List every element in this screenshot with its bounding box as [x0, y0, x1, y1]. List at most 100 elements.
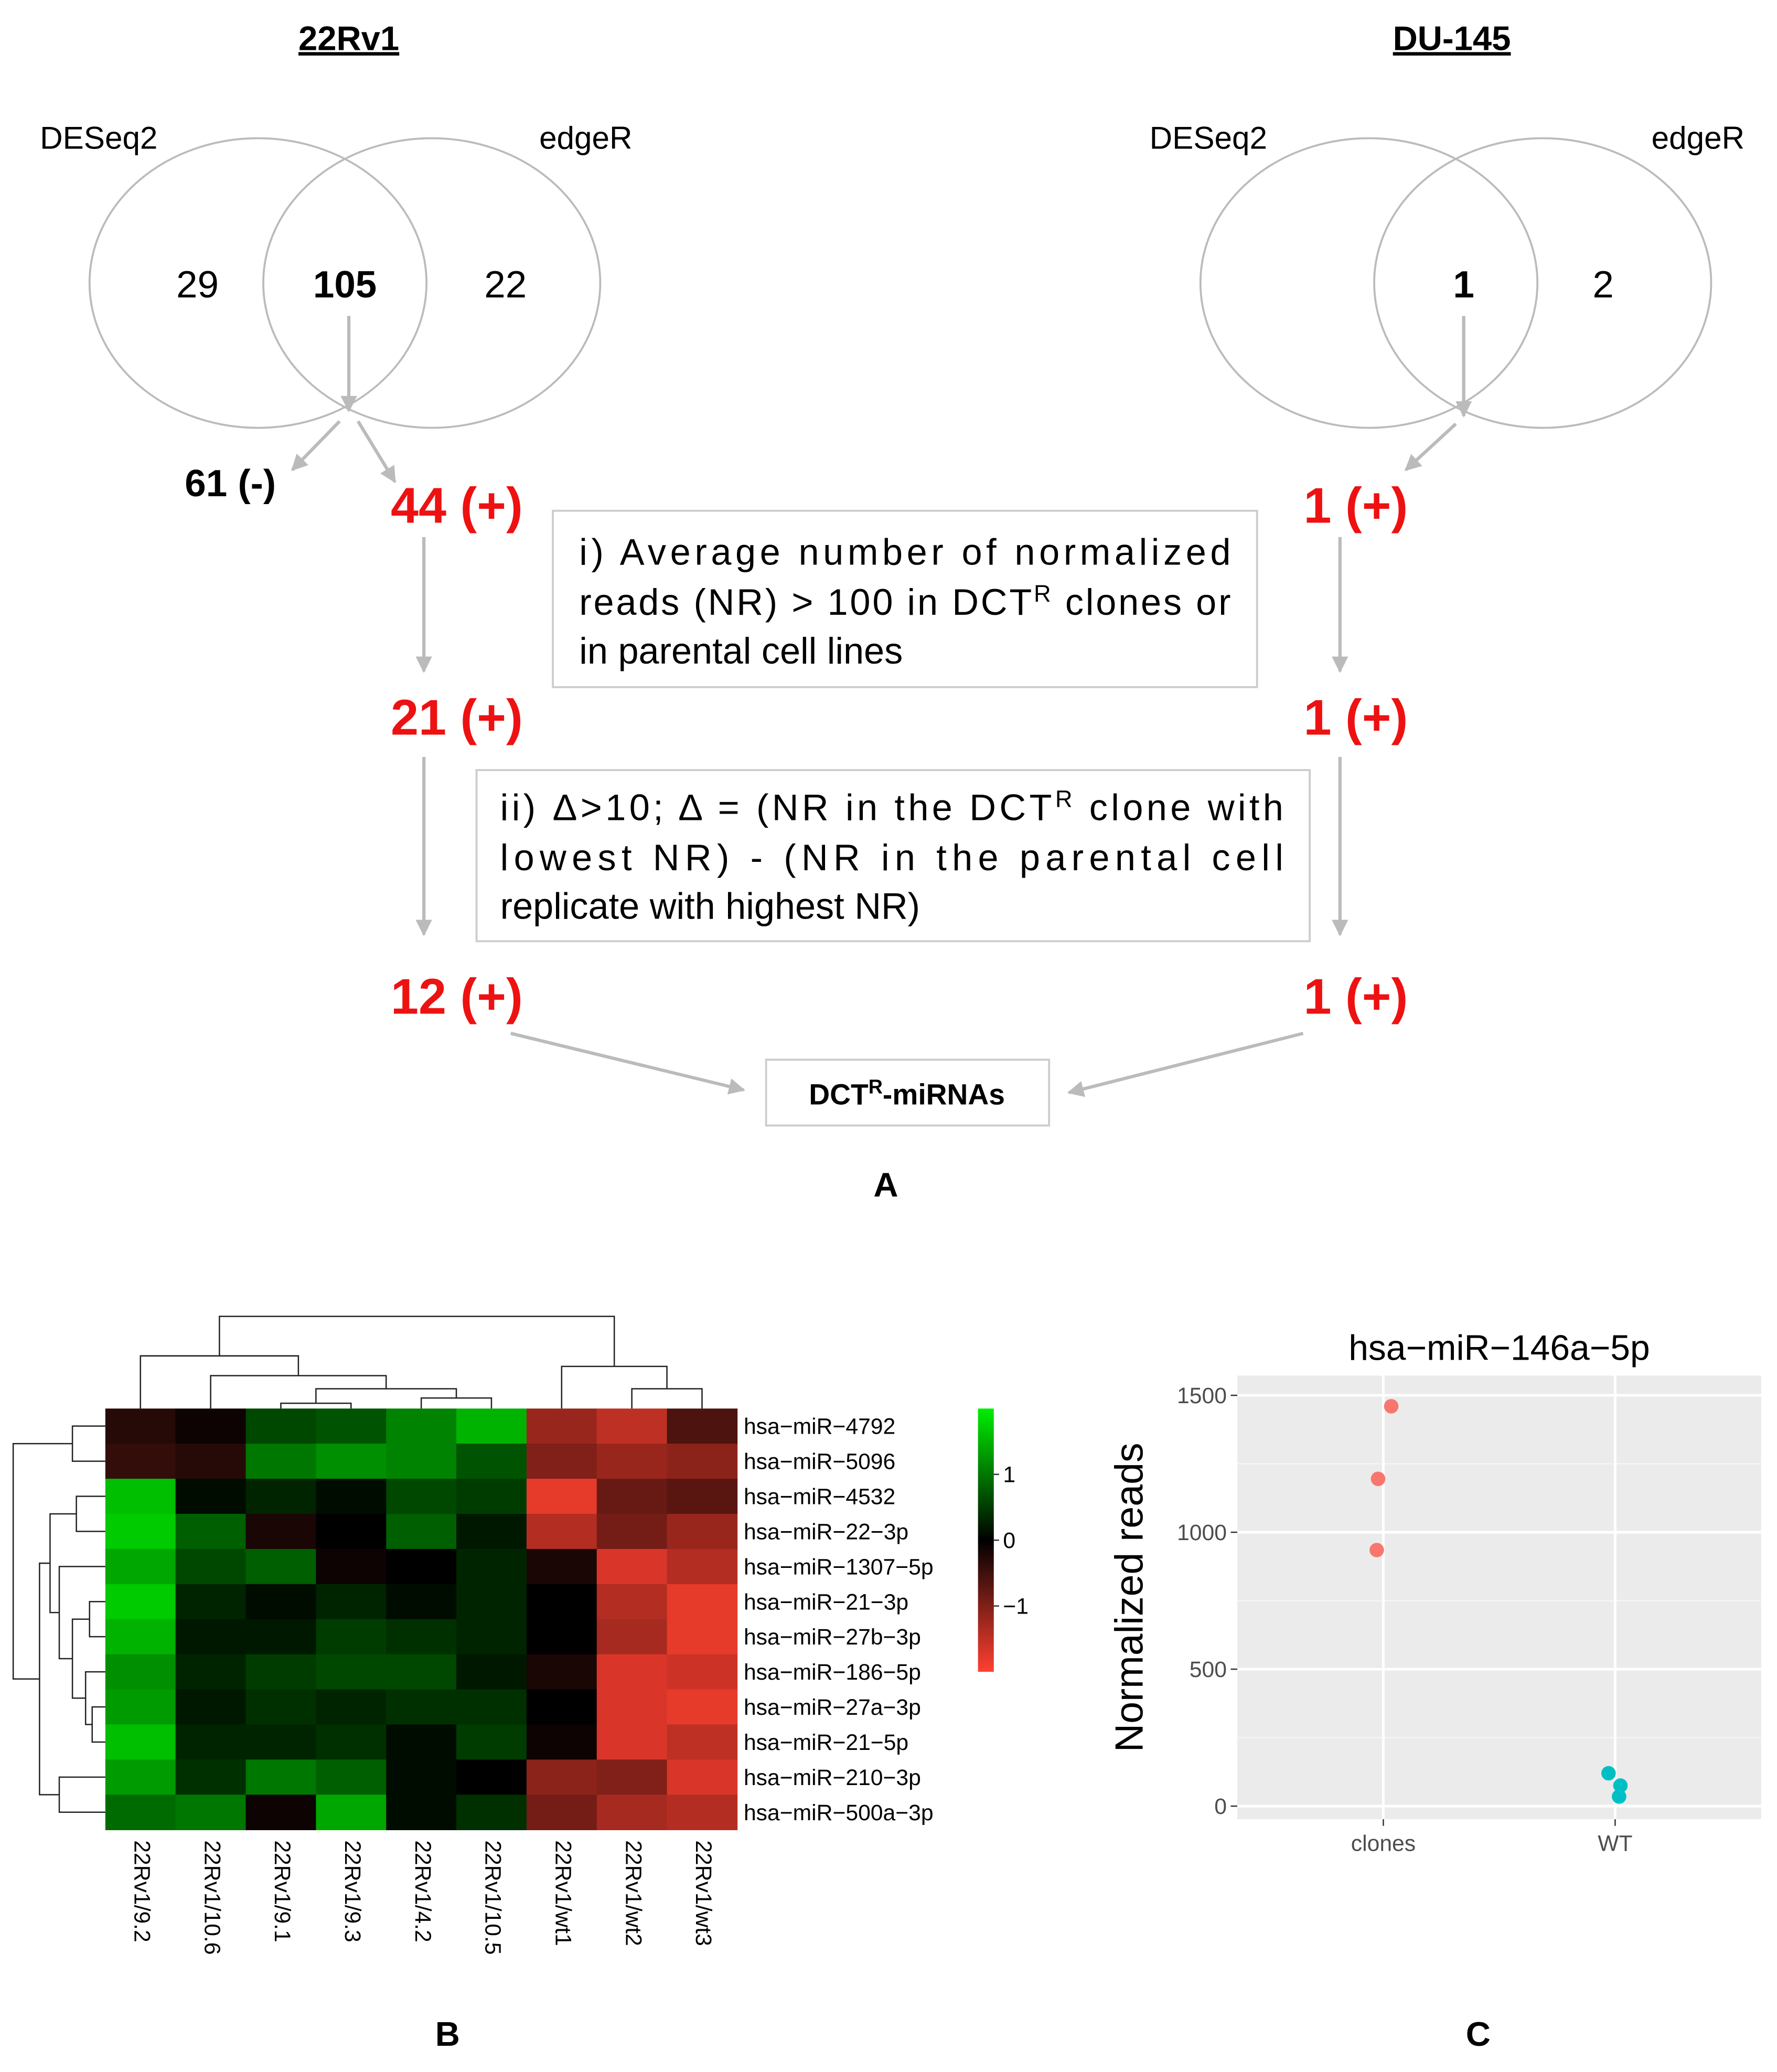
text-part: clone with [1076, 786, 1283, 828]
heatmap-cell [105, 1548, 176, 1585]
dendrogram [631, 1388, 703, 1409]
row-label: hsa−miR−27a−3p [744, 1695, 921, 1720]
heatmap-cell [316, 1759, 387, 1796]
heatmap-cell [526, 1444, 597, 1479]
heatmap-cell [456, 1795, 527, 1830]
heatmap-cell [316, 1795, 387, 1830]
heatmap-cell [456, 1513, 527, 1550]
dendrogram [280, 1402, 352, 1409]
heatmap-cell [175, 1479, 247, 1514]
venn-label: DESeq2 [1150, 120, 1267, 156]
heatmap-cell [526, 1479, 597, 1514]
column-label: 22Rv1/9.3 [340, 1840, 365, 1942]
heatmap-cell [526, 1619, 597, 1655]
venn-count: 29 [176, 263, 219, 306]
superscript: R [1034, 580, 1051, 606]
heatmap-cell [245, 1548, 317, 1585]
dendrogram [71, 1425, 105, 1462]
dendrogram [58, 1566, 105, 1660]
heatmap-cell [245, 1724, 317, 1760]
chart-title: hsa−miR−146a−5p [1348, 1328, 1650, 1368]
heatmap-cell [456, 1654, 527, 1690]
heatmap-cell [175, 1724, 247, 1760]
heatmap-cell [386, 1759, 457, 1796]
result-box [765, 1059, 1051, 1127]
heatmap-cell [105, 1619, 176, 1655]
heatmap-cell [316, 1444, 387, 1479]
heatmap-cell [456, 1759, 527, 1796]
heatmap-cell [596, 1689, 668, 1725]
heatmap-cell [456, 1479, 527, 1514]
color-key-label: −1 [1003, 1594, 1029, 1619]
dendrogram [561, 1365, 668, 1409]
y-axis-label: Normalized reads [1107, 1443, 1151, 1752]
heatmap-cell [526, 1548, 597, 1585]
heatmap-cell [667, 1619, 738, 1655]
heatmap-cell [526, 1408, 597, 1444]
heatmap-cell [245, 1795, 317, 1830]
dendrogram [71, 1618, 90, 1699]
column-label: 22Rv1/9.1 [270, 1840, 295, 1942]
dendrogram [49, 1513, 77, 1614]
heatmap-cell [667, 1795, 738, 1830]
dendrogram [89, 1601, 105, 1638]
row-label: hsa−miR−186−5p [744, 1660, 921, 1685]
heatmap-cell [105, 1654, 176, 1690]
heatmap-cell [386, 1548, 457, 1585]
row-label: hsa−miR−4792 [744, 1414, 895, 1439]
venn-set [262, 137, 602, 429]
x-tick-label: WT [1598, 1831, 1632, 1856]
heatmap-cell [245, 1654, 317, 1690]
column-label: 22Rv1/10.5 [480, 1840, 506, 1954]
heatmap-cell [245, 1513, 317, 1550]
row-label: hsa−miR−22−3p [744, 1519, 908, 1544]
dendrogram [76, 1496, 105, 1532]
heatmap-cell [667, 1759, 738, 1796]
step-count: 61 (-) [185, 462, 276, 505]
filter-text: in parental cell lines [579, 630, 903, 671]
point [1384, 1399, 1399, 1414]
heatmap-cell [667, 1513, 738, 1550]
heatmap-cell [105, 1759, 176, 1796]
heatmap-cell [667, 1444, 738, 1479]
heatmap-cell [245, 1584, 317, 1620]
point [1601, 1766, 1616, 1781]
column-label: 22Rv1/wt3 [691, 1840, 716, 1946]
heatmap-cell [596, 1408, 668, 1444]
row-label: hsa−miR−210−3p [744, 1765, 921, 1790]
heatmap-cell [667, 1479, 738, 1514]
heatmap-cell [105, 1795, 176, 1830]
superscript: R [1055, 785, 1073, 812]
point [1613, 1778, 1628, 1793]
point [1371, 1471, 1386, 1487]
y-tick-label: 1000 [1177, 1520, 1227, 1545]
heatmap-cell [316, 1724, 387, 1760]
heatmap-cell [596, 1619, 668, 1655]
venn-label: DESeq2 [40, 120, 157, 156]
point [1612, 1789, 1626, 1804]
heatmap-cell [596, 1584, 668, 1620]
heatmap-cell [386, 1795, 457, 1830]
arrow [1067, 1031, 1304, 1097]
result-text: DCTR-miRNAs [809, 1075, 1005, 1110]
point [1369, 1543, 1384, 1557]
heatmap-cell [526, 1513, 597, 1550]
heatmap-cell [456, 1548, 527, 1585]
panel-label: C [1466, 2015, 1491, 2053]
heatmap-cell [175, 1444, 247, 1479]
text-part: clones or [1053, 581, 1230, 623]
row-label: hsa−miR−500a−3p [744, 1800, 934, 1825]
text-part: -miRNAs [883, 1078, 1005, 1110]
venn-set [88, 137, 428, 429]
row-label: hsa−miR−1307−5p [744, 1554, 934, 1579]
dendrogram [420, 1397, 493, 1409]
heatmap-cell [316, 1689, 387, 1725]
dendrogram [219, 1316, 615, 1366]
panel-a: 22Rv1 DU-145 DESeq2 edgeR 29 105 22 DESe… [40, 19, 1744, 1204]
filter-text: replicate with highest NR) [500, 885, 920, 927]
heatmap-cell [105, 1408, 176, 1444]
venn-set [1373, 137, 1712, 429]
column-label: 22Rv1/4.2 [410, 1840, 435, 1942]
